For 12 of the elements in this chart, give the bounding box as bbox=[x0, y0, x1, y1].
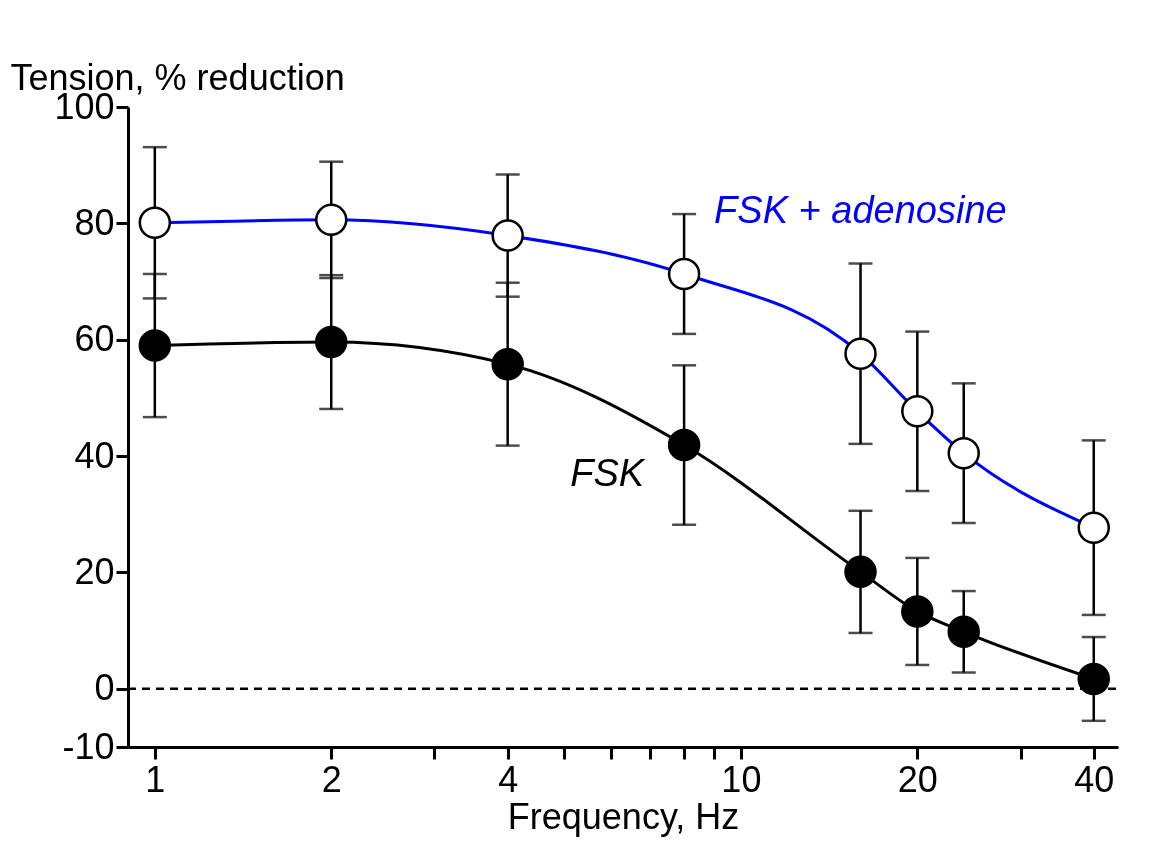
y-tick-label: 80 bbox=[74, 201, 115, 243]
y-tick-label: 60 bbox=[74, 318, 115, 360]
x-tick-label: 1 bbox=[145, 758, 166, 800]
x-tick-label: 40 bbox=[1074, 758, 1115, 800]
series-label: FSK + adenosine bbox=[714, 188, 1007, 231]
y-tick-label: 20 bbox=[74, 550, 115, 592]
y-tick-label: 40 bbox=[74, 434, 115, 476]
y-tick-label: -10 bbox=[62, 725, 115, 767]
x-tick-label: 2 bbox=[321, 758, 342, 800]
series-label: FSK bbox=[570, 452, 646, 495]
x-tick-label: 20 bbox=[897, 758, 938, 800]
y-tick-label: 0 bbox=[94, 667, 115, 709]
